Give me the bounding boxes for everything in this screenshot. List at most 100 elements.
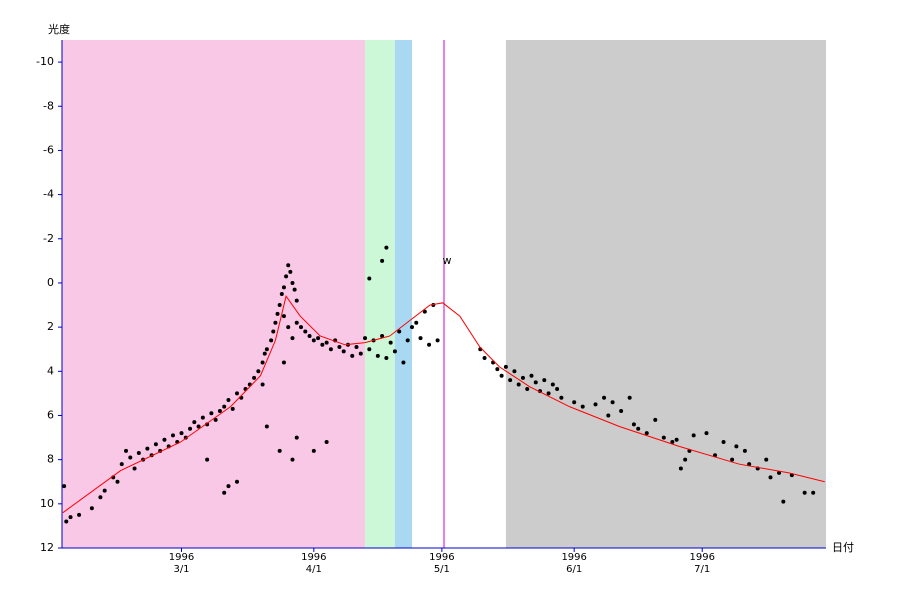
data-point xyxy=(98,495,103,500)
data-point xyxy=(734,444,739,449)
data-point xyxy=(580,404,585,409)
data-point xyxy=(610,400,615,405)
y-tick-label: 4 xyxy=(47,364,54,377)
data-point xyxy=(644,431,649,436)
data-point xyxy=(670,439,675,444)
data-point xyxy=(102,488,107,493)
data-point xyxy=(179,431,184,436)
data-point xyxy=(704,431,709,436)
data-point xyxy=(119,462,124,467)
data-point xyxy=(290,280,295,285)
data-point xyxy=(307,333,312,338)
y-tick-label: 0 xyxy=(47,276,54,289)
data-point xyxy=(132,466,137,471)
data-point xyxy=(691,433,696,438)
data-point xyxy=(559,395,564,400)
data-point xyxy=(311,338,316,343)
y-axis-label: 光度 xyxy=(48,22,70,36)
data-point xyxy=(213,417,218,422)
data-point xyxy=(328,347,333,352)
data-point xyxy=(222,404,227,409)
data-point xyxy=(294,298,299,303)
data-point xyxy=(495,367,500,372)
data-point xyxy=(89,506,94,511)
data-point xyxy=(222,490,227,495)
data-point xyxy=(384,245,389,250)
data-point xyxy=(742,448,747,453)
data-point xyxy=(288,269,293,274)
data-point xyxy=(284,274,289,279)
data-point xyxy=(196,424,201,429)
data-point xyxy=(350,353,355,358)
data-point xyxy=(777,470,782,475)
data-point xyxy=(516,382,521,387)
data-point xyxy=(271,329,276,334)
data-point xyxy=(162,437,167,442)
data-point xyxy=(636,426,641,431)
data-point xyxy=(188,426,193,431)
data-point xyxy=(555,386,560,391)
data-point xyxy=(264,347,269,352)
data-point xyxy=(256,369,261,374)
data-point xyxy=(358,351,363,356)
data-point xyxy=(363,336,368,341)
data-point xyxy=(115,479,120,484)
data-point xyxy=(290,336,295,341)
data-point xyxy=(275,311,280,316)
data-point xyxy=(747,462,752,467)
shaded-period xyxy=(365,40,395,548)
data-point xyxy=(380,333,385,338)
x-axis-label: 日付 xyxy=(832,541,854,554)
data-point xyxy=(286,263,291,268)
data-point xyxy=(290,457,295,462)
data-point xyxy=(281,360,286,365)
data-point xyxy=(252,375,257,380)
data-point xyxy=(401,360,406,365)
y-tick-label: 10 xyxy=(40,497,54,510)
data-point xyxy=(678,466,683,471)
data-point xyxy=(550,382,555,387)
data-point xyxy=(764,457,769,462)
data-point xyxy=(264,424,269,429)
data-point xyxy=(781,499,786,504)
data-point xyxy=(324,340,329,345)
data-point xyxy=(62,484,67,489)
data-point xyxy=(418,336,423,341)
data-point xyxy=(136,451,141,456)
data-point xyxy=(153,442,158,447)
data-point xyxy=(435,338,440,343)
data-point xyxy=(217,409,222,414)
data-point xyxy=(367,347,372,352)
data-point xyxy=(520,375,525,380)
data-point xyxy=(205,422,210,427)
data-point xyxy=(170,433,175,438)
data-point xyxy=(627,395,632,400)
data-point xyxy=(572,400,577,405)
data-point xyxy=(128,455,133,460)
data-point xyxy=(525,386,530,391)
data-point xyxy=(397,329,402,334)
data-point xyxy=(226,484,231,489)
data-point xyxy=(234,479,239,484)
y-tick-label: -2 xyxy=(43,232,54,245)
data-point xyxy=(209,411,214,416)
y-tick-label: -6 xyxy=(43,143,54,156)
data-point xyxy=(341,349,346,354)
data-point xyxy=(375,353,380,358)
data-point xyxy=(281,314,286,319)
data-point xyxy=(593,402,598,407)
data-point xyxy=(324,439,329,444)
x-tick-label: 1996 7/1 xyxy=(689,552,715,575)
data-point xyxy=(316,336,321,341)
data-point xyxy=(277,303,282,308)
data-point xyxy=(279,292,284,296)
data-point xyxy=(503,364,508,369)
data-point xyxy=(606,413,611,418)
data-point xyxy=(388,340,393,345)
data-point xyxy=(653,417,658,422)
data-point xyxy=(260,360,265,365)
data-point xyxy=(683,457,688,462)
data-point xyxy=(392,349,397,354)
